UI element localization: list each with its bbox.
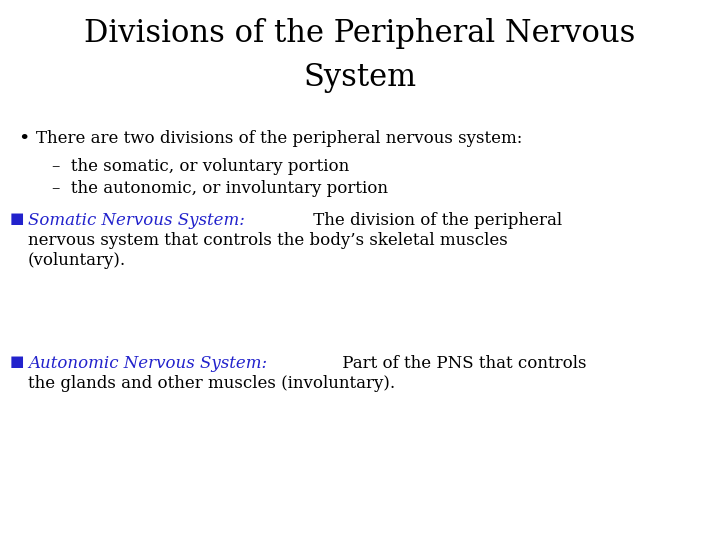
Text: Divisions of the Peripheral Nervous: Divisions of the Peripheral Nervous	[84, 18, 636, 49]
Text: Autonomic Nervous System:: Autonomic Nervous System:	[28, 355, 267, 372]
Text: ■: ■	[10, 355, 24, 369]
Text: nervous system that controls the body’s skeletal muscles: nervous system that controls the body’s …	[28, 232, 508, 249]
Text: Somatic Nervous System:: Somatic Nervous System:	[28, 212, 245, 229]
Text: There are two divisions of the peripheral nervous system:: There are two divisions of the periphera…	[36, 130, 523, 147]
Text: –  the autonomic, or involuntary portion: – the autonomic, or involuntary portion	[52, 180, 388, 197]
Text: the glands and other muscles (involuntary).: the glands and other muscles (involuntar…	[28, 375, 395, 392]
Text: –  the somatic, or voluntary portion: – the somatic, or voluntary portion	[52, 158, 349, 175]
Text: •: •	[18, 130, 30, 148]
Text: ■: ■	[10, 212, 24, 226]
Text: System: System	[303, 62, 417, 93]
Text: The division of the peripheral: The division of the peripheral	[308, 212, 562, 229]
Text: Part of the PNS that controls: Part of the PNS that controls	[336, 355, 586, 372]
Text: (voluntary).: (voluntary).	[28, 252, 126, 269]
